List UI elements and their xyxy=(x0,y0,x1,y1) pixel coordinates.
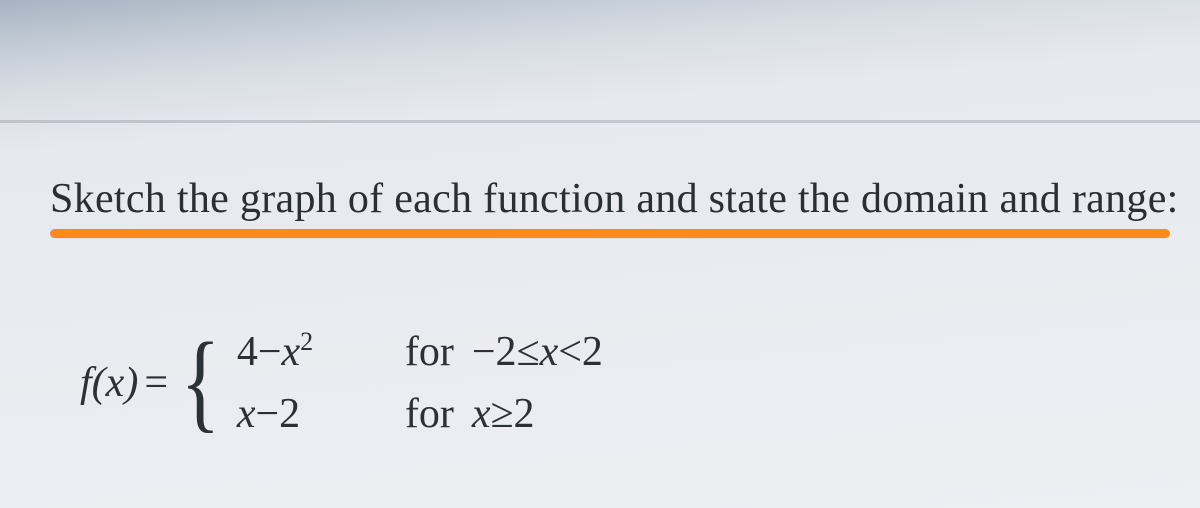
piece-expression: x−2 xyxy=(237,390,387,438)
for-word: for xyxy=(405,390,454,438)
for-word: for xyxy=(405,328,454,376)
top-divider xyxy=(0,120,1200,123)
piece-row: x−2 for x≥2 xyxy=(237,390,603,438)
piece-expression: 4−x2 xyxy=(237,328,387,376)
piece-row: 4−x2 for −2≤x<2 xyxy=(237,328,603,376)
orange-underline xyxy=(50,229,1170,238)
piece-condition: −2≤x<2 xyxy=(472,328,603,376)
left-brace: { xyxy=(181,340,221,423)
pieces-container: 4−x2 for −2≤x<2 x−2 for x≥2 xyxy=(237,328,603,438)
content-area: Sketch the graph of each function and st… xyxy=(50,175,1170,438)
function-name: f(x) xyxy=(80,359,138,407)
prompt-text: Sketch the graph of each function and st… xyxy=(50,175,1170,223)
equals-sign: = xyxy=(144,359,168,407)
piece-condition: x≥2 xyxy=(472,390,535,438)
piecewise-function: f(x) = { 4−x2 for −2≤x<2 x−2 for x≥2 xyxy=(80,328,1170,438)
